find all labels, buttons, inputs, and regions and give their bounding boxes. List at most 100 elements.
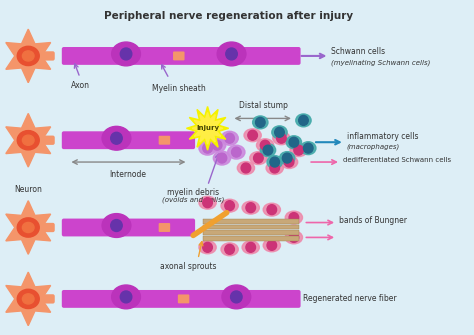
Text: Internode: Internode xyxy=(109,170,146,179)
FancyBboxPatch shape xyxy=(62,47,301,65)
Ellipse shape xyxy=(22,135,34,145)
Polygon shape xyxy=(186,107,228,150)
Text: inflammatory cells: inflammatory cells xyxy=(346,132,418,141)
Ellipse shape xyxy=(256,139,273,152)
Text: Regenerated nerve fiber: Regenerated nerve fiber xyxy=(303,294,397,304)
Ellipse shape xyxy=(222,285,251,309)
Circle shape xyxy=(248,130,257,140)
Ellipse shape xyxy=(221,243,238,256)
Circle shape xyxy=(217,153,227,163)
Text: Myelin sheath: Myelin sheath xyxy=(152,84,206,93)
Ellipse shape xyxy=(244,129,261,142)
FancyBboxPatch shape xyxy=(36,294,55,304)
FancyBboxPatch shape xyxy=(36,136,55,145)
Circle shape xyxy=(260,140,270,150)
Text: myelin debris: myelin debris xyxy=(167,188,219,197)
Ellipse shape xyxy=(285,231,302,244)
Circle shape xyxy=(270,163,280,173)
Circle shape xyxy=(230,291,242,303)
FancyBboxPatch shape xyxy=(159,223,170,232)
Ellipse shape xyxy=(280,152,295,164)
Bar xyxy=(203,230,299,236)
Text: Injury: Injury xyxy=(196,125,219,131)
Ellipse shape xyxy=(267,155,283,169)
Ellipse shape xyxy=(266,161,283,175)
Polygon shape xyxy=(6,272,51,326)
Circle shape xyxy=(231,147,241,157)
Ellipse shape xyxy=(17,131,39,150)
Bar xyxy=(203,218,299,223)
Ellipse shape xyxy=(112,42,140,66)
Circle shape xyxy=(267,241,277,250)
Ellipse shape xyxy=(199,241,216,254)
Polygon shape xyxy=(6,29,51,83)
FancyBboxPatch shape xyxy=(62,290,301,308)
FancyBboxPatch shape xyxy=(62,131,195,149)
Ellipse shape xyxy=(253,116,268,129)
Circle shape xyxy=(283,153,292,163)
Ellipse shape xyxy=(221,131,238,145)
Ellipse shape xyxy=(301,142,316,155)
Text: Distal stump: Distal stump xyxy=(239,102,288,111)
FancyBboxPatch shape xyxy=(36,51,55,61)
Circle shape xyxy=(284,157,294,167)
Text: (ovoids and balls): (ovoids and balls) xyxy=(162,197,224,203)
Circle shape xyxy=(299,116,308,125)
Ellipse shape xyxy=(263,239,281,252)
Ellipse shape xyxy=(281,155,298,169)
FancyBboxPatch shape xyxy=(173,52,184,60)
Circle shape xyxy=(203,198,212,208)
Ellipse shape xyxy=(285,211,302,224)
Circle shape xyxy=(275,127,284,137)
Ellipse shape xyxy=(17,218,39,237)
Ellipse shape xyxy=(199,141,216,155)
Circle shape xyxy=(203,143,212,153)
Circle shape xyxy=(120,48,132,60)
Circle shape xyxy=(212,140,222,150)
Circle shape xyxy=(270,157,280,167)
Text: Axon: Axon xyxy=(71,81,90,90)
Polygon shape xyxy=(6,114,51,167)
Circle shape xyxy=(303,143,313,153)
Ellipse shape xyxy=(199,196,216,209)
Circle shape xyxy=(289,232,299,243)
Ellipse shape xyxy=(221,199,238,212)
Ellipse shape xyxy=(250,152,267,164)
Ellipse shape xyxy=(242,241,259,254)
Circle shape xyxy=(255,118,265,127)
Text: Schwann cells: Schwann cells xyxy=(331,48,385,57)
Polygon shape xyxy=(6,201,51,254)
Circle shape xyxy=(267,205,277,215)
Circle shape xyxy=(225,133,235,143)
Ellipse shape xyxy=(22,222,34,232)
Ellipse shape xyxy=(22,294,34,304)
Circle shape xyxy=(225,244,235,254)
Text: dedifferentiated Schwann cells: dedifferentiated Schwann cells xyxy=(343,157,451,163)
Ellipse shape xyxy=(290,144,307,156)
Ellipse shape xyxy=(286,136,301,149)
Text: bands of Bungner: bands of Bungner xyxy=(339,216,407,225)
Ellipse shape xyxy=(22,51,34,61)
Ellipse shape xyxy=(296,114,311,127)
Text: Neuron: Neuron xyxy=(14,185,42,194)
Ellipse shape xyxy=(17,46,39,66)
Ellipse shape xyxy=(102,126,131,150)
Circle shape xyxy=(111,219,122,231)
Circle shape xyxy=(226,48,237,60)
Circle shape xyxy=(289,137,299,147)
Circle shape xyxy=(277,133,286,143)
Ellipse shape xyxy=(228,145,245,159)
Ellipse shape xyxy=(272,126,287,139)
Ellipse shape xyxy=(273,132,290,145)
FancyBboxPatch shape xyxy=(62,218,195,237)
Ellipse shape xyxy=(213,151,230,165)
Ellipse shape xyxy=(209,138,226,152)
Ellipse shape xyxy=(112,285,140,309)
FancyBboxPatch shape xyxy=(159,136,170,145)
Ellipse shape xyxy=(260,144,276,156)
Text: (myelinating Schwann cells): (myelinating Schwann cells) xyxy=(331,60,431,66)
Circle shape xyxy=(111,132,122,144)
Text: axonal sprouts: axonal sprouts xyxy=(160,262,217,271)
Text: (macrophages): (macrophages) xyxy=(346,144,400,150)
FancyBboxPatch shape xyxy=(178,294,189,304)
